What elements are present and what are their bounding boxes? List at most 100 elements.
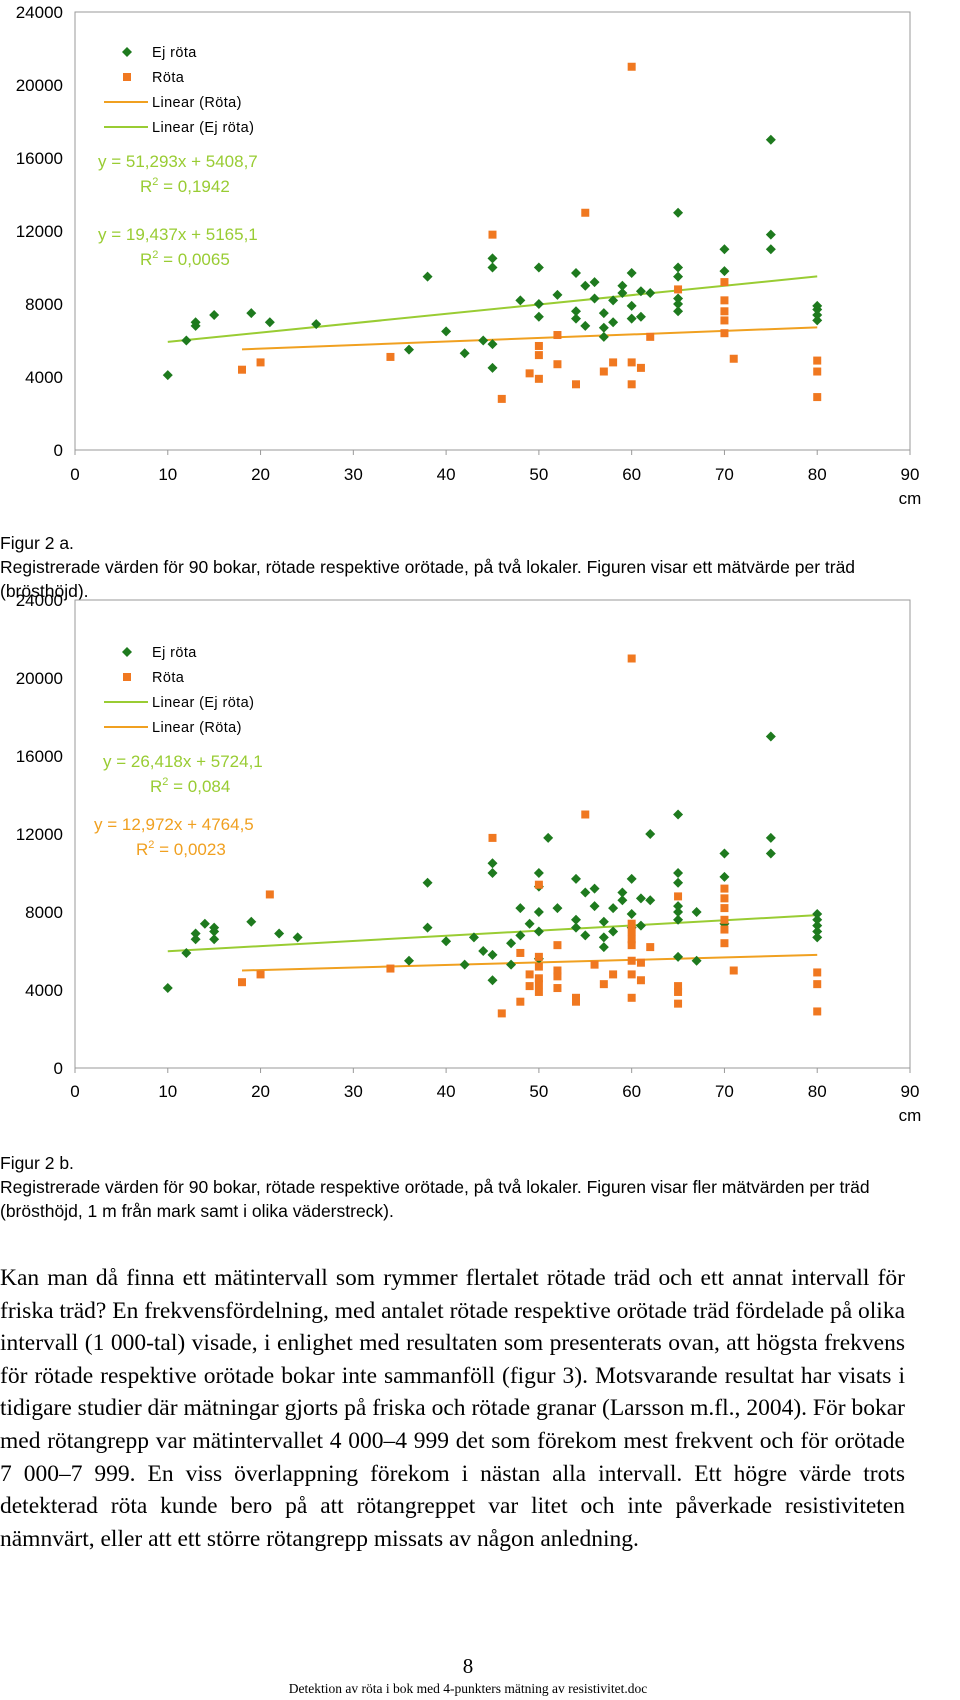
data-point bbox=[765, 244, 776, 255]
x-tick-label: 10 bbox=[158, 1082, 177, 1101]
trendline-ej-röta bbox=[167, 914, 818, 953]
data-point bbox=[487, 339, 498, 350]
x-tick-label: 20 bbox=[251, 1082, 270, 1101]
data-point bbox=[691, 955, 702, 966]
data-point bbox=[487, 362, 498, 373]
legend-marker-square bbox=[123, 73, 131, 81]
x-tick-label: 70 bbox=[715, 1082, 734, 1101]
data-point bbox=[598, 331, 609, 342]
data-point bbox=[534, 980, 543, 989]
data-point bbox=[635, 920, 646, 931]
data-point bbox=[534, 974, 543, 983]
x-tick-label: 40 bbox=[437, 465, 456, 484]
data-point bbox=[543, 832, 554, 843]
data-point bbox=[636, 976, 645, 985]
data-point bbox=[719, 848, 730, 859]
data-point bbox=[580, 887, 591, 898]
data-point bbox=[506, 938, 517, 949]
legend-marker-square bbox=[123, 673, 131, 681]
data-point bbox=[673, 306, 684, 317]
y-tick-label: 8000 bbox=[25, 903, 63, 922]
legend-marker-diamond bbox=[122, 647, 132, 657]
data-point bbox=[162, 370, 173, 381]
data-point bbox=[627, 956, 636, 965]
data-point bbox=[525, 982, 534, 991]
data-point bbox=[525, 970, 534, 979]
equation-line: y = 12,972x + 4764,5 bbox=[94, 815, 254, 834]
data-point bbox=[812, 309, 823, 320]
y-tick-label: 12000 bbox=[16, 222, 63, 241]
r-squared-value: = 0,0065 bbox=[158, 250, 229, 269]
data-point bbox=[812, 926, 823, 937]
data-point bbox=[626, 300, 637, 311]
data-point bbox=[246, 916, 257, 927]
legend-label: Linear (Röta) bbox=[152, 95, 242, 111]
legend-marker-diamond bbox=[122, 47, 132, 57]
data-point bbox=[571, 313, 581, 324]
data-point bbox=[441, 326, 452, 337]
data-point bbox=[673, 207, 684, 218]
data-point bbox=[646, 332, 655, 341]
data-point bbox=[209, 309, 220, 320]
data-point bbox=[673, 868, 684, 878]
data-point bbox=[609, 970, 618, 979]
data-point bbox=[571, 306, 581, 317]
data-point bbox=[162, 983, 173, 994]
data-point bbox=[209, 934, 220, 945]
y-tick-label: 4000 bbox=[25, 368, 63, 387]
data-point bbox=[719, 266, 730, 277]
data-point bbox=[181, 335, 192, 346]
data-point bbox=[673, 271, 684, 282]
data-point bbox=[599, 980, 608, 989]
y-tick-label: 16000 bbox=[16, 149, 63, 168]
data-point bbox=[673, 809, 684, 820]
data-point bbox=[533, 262, 544, 273]
legend-label: Röta bbox=[152, 70, 185, 86]
trendline-ej-röta bbox=[167, 275, 818, 343]
data-point bbox=[635, 311, 646, 322]
data-point bbox=[487, 253, 498, 264]
r-squared-superscript: 2 bbox=[152, 249, 158, 261]
data-point bbox=[552, 289, 563, 300]
data-point bbox=[673, 262, 684, 273]
data-point bbox=[534, 952, 543, 961]
data-point bbox=[572, 993, 580, 1002]
data-point bbox=[506, 959, 517, 970]
figure-2b-label: Figur 2 b. bbox=[0, 1153, 74, 1173]
data-point bbox=[581, 810, 590, 819]
data-point bbox=[813, 980, 822, 989]
data-point bbox=[645, 829, 656, 839]
data-point bbox=[812, 300, 823, 311]
data-point bbox=[441, 936, 452, 947]
r-squared-superscript: 2 bbox=[152, 176, 158, 188]
data-point bbox=[589, 293, 600, 304]
x-tick-label: 0 bbox=[70, 465, 79, 484]
y-tick-label: 24000 bbox=[16, 591, 63, 610]
data-point bbox=[617, 280, 628, 291]
data-point bbox=[691, 907, 702, 917]
x-tick-label: 90 bbox=[901, 465, 920, 484]
r-squared-text: R2 = 0,0023 bbox=[136, 839, 226, 859]
data-point bbox=[674, 285, 683, 294]
r-squared-value: = 0,1942 bbox=[158, 177, 229, 196]
r-squared-base: R bbox=[140, 250, 152, 269]
data-point bbox=[626, 873, 637, 884]
x-axis-label: cm bbox=[899, 489, 922, 508]
data-point bbox=[533, 926, 544, 937]
data-point bbox=[812, 315, 823, 326]
r-squared-value: = 0,0023 bbox=[154, 840, 225, 859]
data-point bbox=[533, 868, 544, 878]
data-point bbox=[497, 1009, 506, 1018]
x-tick-label: 50 bbox=[529, 465, 548, 484]
data-point bbox=[720, 904, 729, 913]
data-point bbox=[199, 918, 210, 929]
data-point bbox=[719, 871, 730, 882]
y-tick-label: 20000 bbox=[16, 76, 63, 95]
data-point bbox=[720, 925, 729, 934]
data-point bbox=[580, 280, 591, 291]
data-point bbox=[646, 943, 655, 952]
x-axis-label: cm bbox=[899, 1106, 922, 1125]
data-point bbox=[813, 393, 822, 402]
data-point bbox=[719, 244, 730, 255]
data-point bbox=[627, 970, 636, 979]
